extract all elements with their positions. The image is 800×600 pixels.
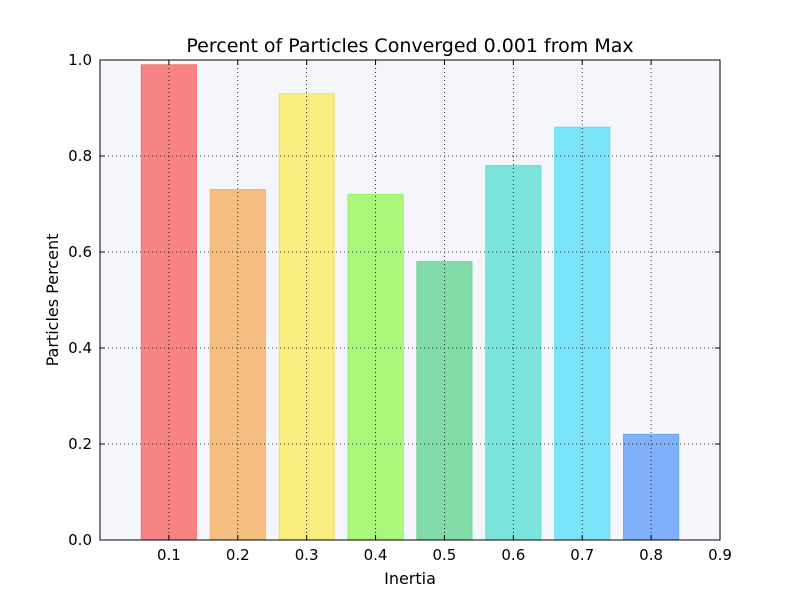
y-tick-label: 0.0 [68,531,92,549]
y-tick-label: 1.0 [68,51,92,69]
axis-ticks: 0.1 0.2 0.3 0.4 0.5 0.6 0.7 0.8 0.9 0.0 0.2 0.4 0.6 0… [68,51,732,564]
x-axis-label: Inertia [384,569,436,588]
y-tick-label: 0.6 [68,243,92,261]
x-tick-label: 0.7 [570,546,594,564]
x-tick-label: 0.1 [157,546,181,564]
y-tick-label: 0.4 [68,339,92,357]
chart-title: Percent of Particles Converged 0.001 fro… [186,35,633,57]
plot-frame [99,59,721,541]
bar-0.7 [554,126,611,541]
x-tick-label: 0.3 [295,546,319,564]
x-tick-label: 0.5 [433,546,457,564]
y-axis-label: Particles Percent [43,234,62,367]
x-tick-label: 0.2 [226,546,250,564]
x-tick-label: 0.4 [364,546,388,564]
x-tick-label: 0.6 [501,546,525,564]
x-tick-label: 0.9 [708,546,732,564]
plot-area [100,60,720,540]
y-tick-label: 0.2 [68,435,92,453]
x-tick-label: 0.8 [639,546,663,564]
y-tick-label: 0.8 [68,147,92,165]
